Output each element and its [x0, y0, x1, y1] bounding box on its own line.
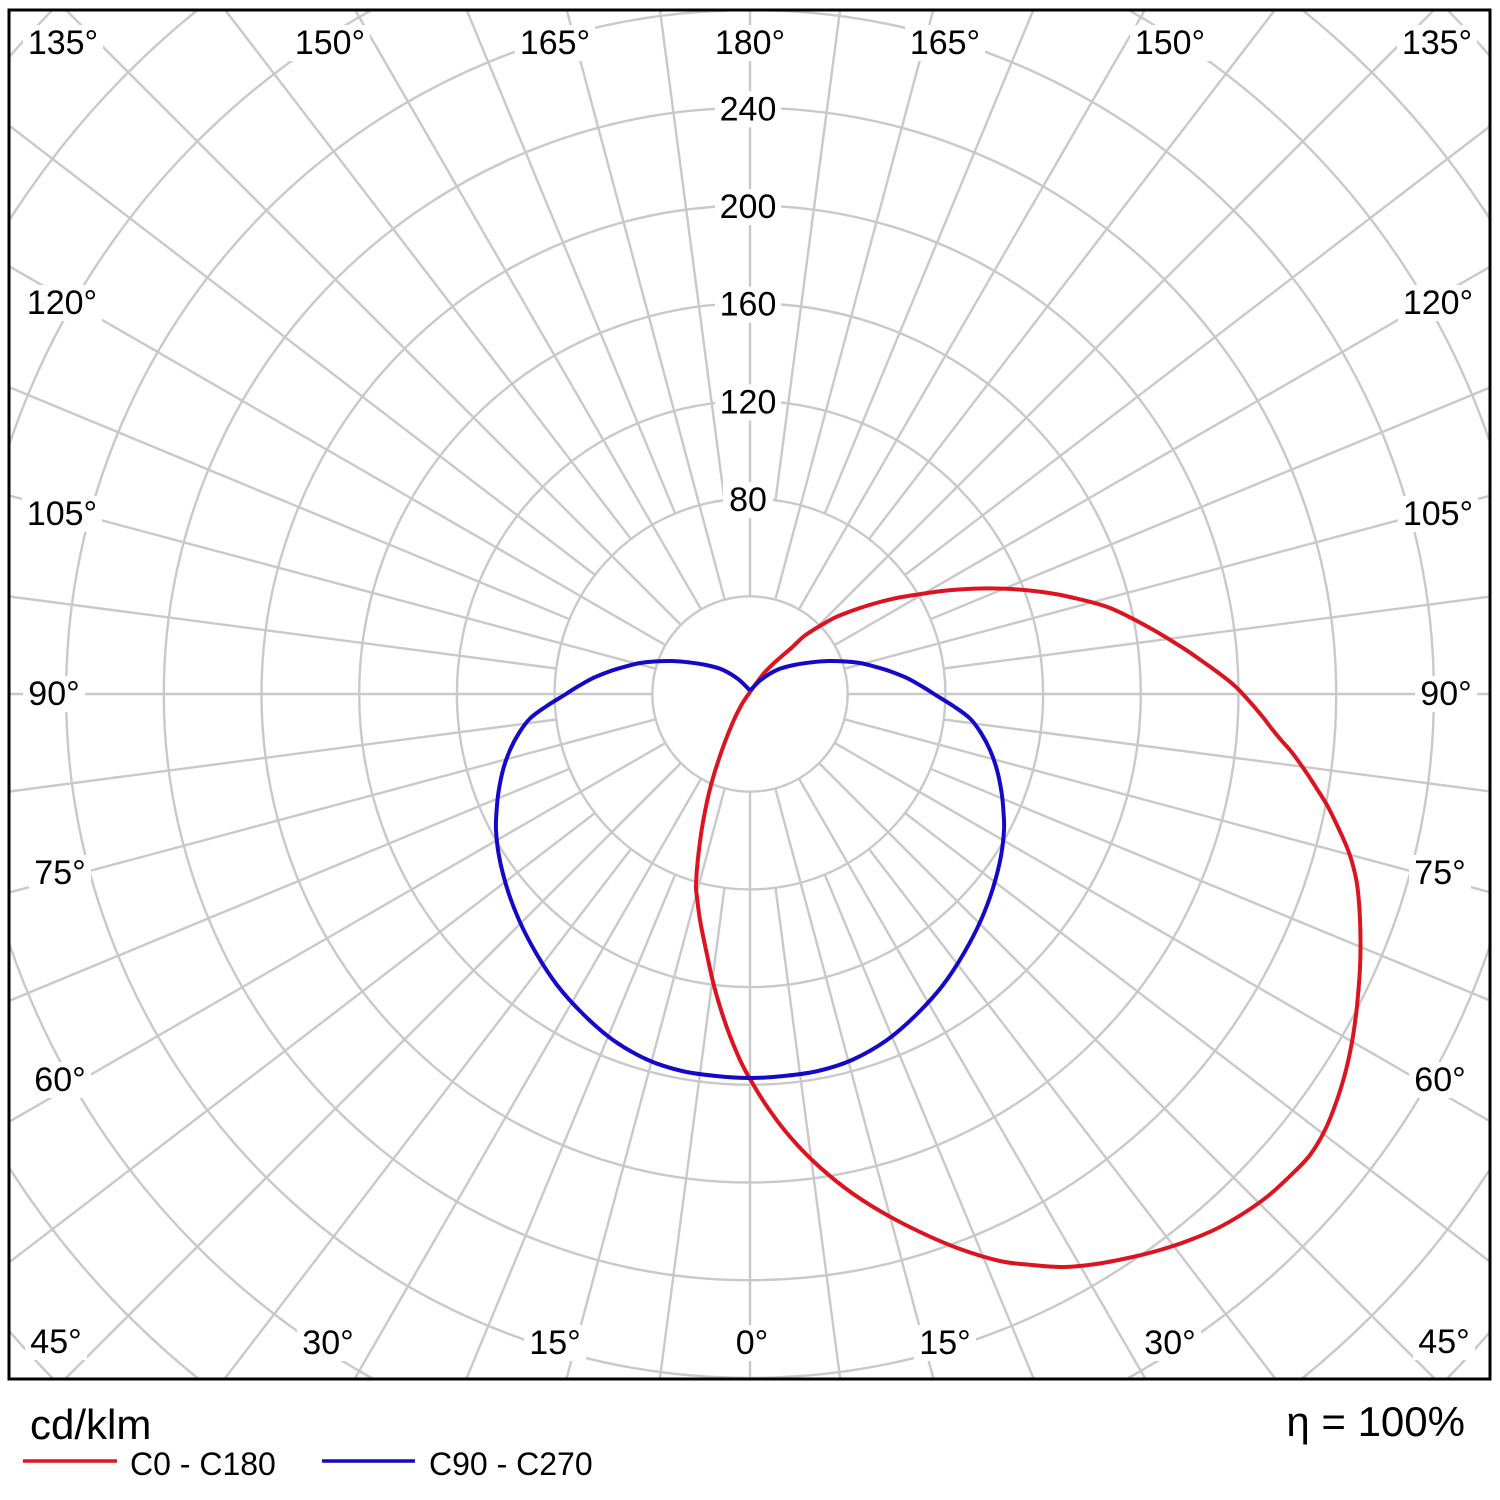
- svg-text:15°: 15°: [529, 1324, 580, 1362]
- svg-text:165°: 165°: [910, 24, 980, 62]
- svg-text:60°: 60°: [34, 1061, 85, 1099]
- svg-text:120: 120: [720, 383, 777, 421]
- svg-text:150°: 150°: [1135, 24, 1205, 62]
- svg-text:120°: 120°: [27, 284, 97, 322]
- svg-text:15°: 15°: [919, 1324, 970, 1362]
- svg-text:75°: 75°: [34, 854, 85, 892]
- svg-text:105°: 105°: [27, 495, 97, 533]
- svg-text:η = 100%: η = 100%: [1286, 1398, 1465, 1445]
- svg-text:165°: 165°: [520, 24, 590, 62]
- svg-text:150°: 150°: [295, 24, 365, 62]
- svg-text:C0 - C180: C0 - C180: [130, 1446, 276, 1482]
- svg-text:105°: 105°: [1403, 495, 1473, 533]
- svg-text:240: 240: [720, 90, 777, 128]
- svg-text:135°: 135°: [1402, 24, 1472, 62]
- svg-text:135°: 135°: [28, 24, 98, 62]
- svg-text:80: 80: [729, 481, 767, 519]
- svg-text:30°: 30°: [1144, 1324, 1195, 1362]
- svg-text:cd/klm: cd/klm: [30, 1401, 151, 1448]
- svg-text:200: 200: [720, 188, 777, 226]
- svg-text:45°: 45°: [1418, 1323, 1469, 1361]
- svg-text:90°: 90°: [1420, 675, 1471, 713]
- svg-text:90°: 90°: [28, 675, 79, 713]
- svg-text:160: 160: [720, 286, 777, 324]
- svg-text:C90 - C270: C90 - C270: [429, 1446, 593, 1482]
- svg-text:0°: 0°: [736, 1324, 769, 1362]
- svg-text:60°: 60°: [1414, 1061, 1465, 1099]
- svg-text:75°: 75°: [1414, 854, 1465, 892]
- svg-text:120°: 120°: [1403, 284, 1473, 322]
- svg-text:30°: 30°: [302, 1324, 353, 1362]
- svg-text:45°: 45°: [30, 1323, 81, 1361]
- svg-text:180°: 180°: [715, 24, 785, 62]
